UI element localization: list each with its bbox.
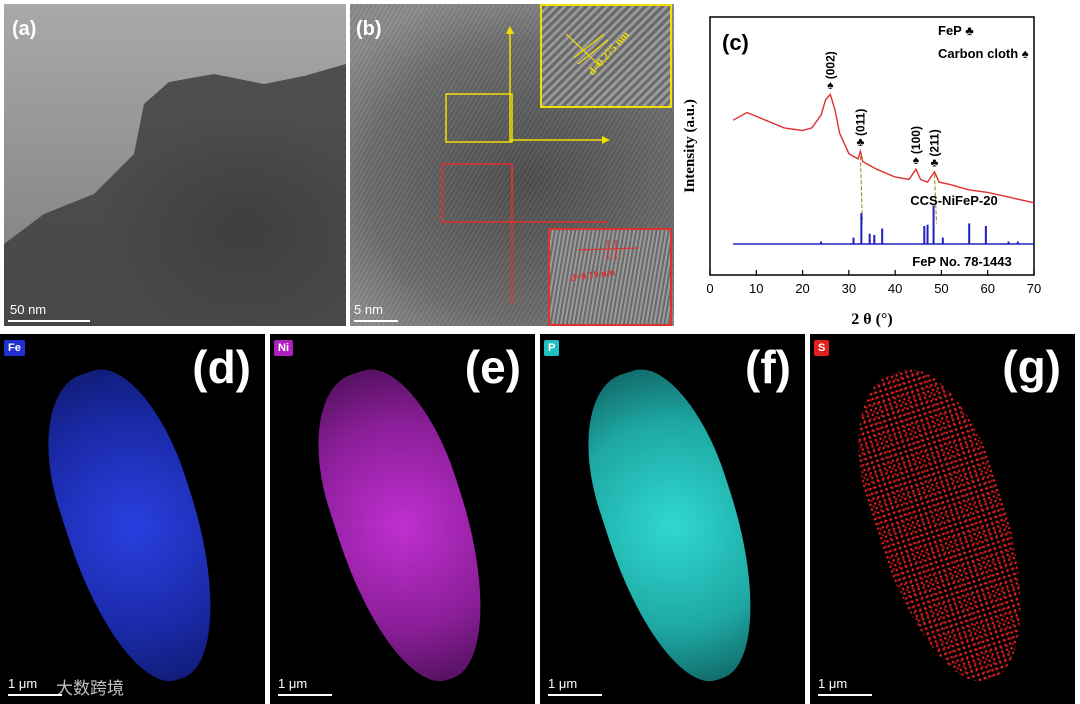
peak-marker: ♣ <box>931 156 939 170</box>
panel-a-scalebar-label: 50 nm <box>10 302 47 317</box>
x-tick-label: 30 <box>842 281 856 296</box>
panel-f-scalebar <box>548 694 602 696</box>
panel-c-label: (c) <box>722 30 749 55</box>
p-distribution-map <box>561 354 784 699</box>
panel-a-tem-image: (a) 50 nm <box>4 4 346 326</box>
plot-frame <box>709 16 1035 276</box>
peak-marker: ♣ <box>856 135 864 149</box>
panel-d-scalebar <box>8 694 62 696</box>
xrd-chart-svg: 0 10 20 30 40 50 60 70 2 θ (°) Intensity (a.u.)… <box>682 16 1041 328</box>
panel-f-scalebar-label: 1 μm <box>548 676 578 691</box>
x-tick-label: 20 <box>795 281 809 296</box>
series-label-ccs-nifep-20: CCS-NiFeP-20 <box>910 193 997 208</box>
panel-g-eds-s: S (g) 1 μm <box>810 334 1075 704</box>
peak-marker: ♠ <box>913 153 920 167</box>
panel-d-label: (d) <box>192 341 251 393</box>
peak-label: (100) <box>909 126 923 154</box>
panel-b-scalebar <box>354 320 398 322</box>
peak-label: (002) <box>823 51 837 79</box>
panel-f-label: (f) <box>745 341 791 393</box>
eds-element-tag: Ni <box>274 340 293 356</box>
panel-b-overlay <box>441 26 610 304</box>
peak-marker: ♠ <box>827 78 834 92</box>
x-tick-label: 0 <box>706 281 713 296</box>
x-tick-label: 40 <box>888 281 902 296</box>
y-axis-label: Intensity (a.u.) <box>682 99 698 193</box>
x-tick-label: 70 <box>1027 281 1041 296</box>
panel-d-eds-fe: Fe (d) 1 μm 大数跨境 <box>0 334 265 704</box>
s-distribution-map <box>831 354 1054 699</box>
panel-b-inset-bottom: d=0.19 nm <box>548 228 672 326</box>
panel-e-scalebar <box>278 694 332 696</box>
x-tick-label: 50 <box>934 281 948 296</box>
panel-a-scalebar <box>8 320 90 322</box>
watermark: 大数跨境 <box>56 679 124 699</box>
ni-distribution-map <box>291 354 514 699</box>
panel-b-inset-top: d=0.275 nm <box>540 4 672 108</box>
eds-element-tag: S <box>814 340 830 356</box>
legend-fep: FeP ♣ <box>938 23 974 38</box>
panel-e-eds-ni: Ni (e) 1 μm <box>270 334 535 704</box>
peak-guide-line <box>933 174 937 224</box>
panel-f-eds-p: P (f) 1 μm <box>540 334 805 704</box>
panel-d-scalebar-label: 1 μm <box>8 676 38 691</box>
series-line-ccs-nifep-20 <box>732 92 1035 204</box>
legend-carbon-cloth: Carbon cloth ♠ <box>938 46 1029 61</box>
panel-g-scalebar <box>818 694 872 696</box>
panel-c-xrd-chart: 0 10 20 30 40 50 60 70 2 θ (°) Intensity (a.u.)… <box>676 0 1080 330</box>
panel-g-scalebar-label: 1 μm <box>818 676 848 691</box>
peak-label: (211) <box>927 129 941 156</box>
peak-guide-line <box>859 156 863 224</box>
x-axis-label: 2 θ (°) <box>851 311 892 328</box>
series-label-fep-reference: FeP No. 78-1443 <box>912 254 1011 269</box>
panel-b-hrtem-image: d=0.275 nm d=0.19 nm (b) 5 nm <box>350 4 674 326</box>
eds-element-tag: P <box>544 340 560 356</box>
panel-b-scalebar-label: 5 nm <box>354 302 383 317</box>
panel-g-label: (g) <box>1002 341 1061 393</box>
x-tick-label: 10 <box>749 281 763 296</box>
peak-label: (011) <box>853 109 867 136</box>
panel-e-scalebar-label: 1 μm <box>278 676 308 691</box>
panel-e-label: (e) <box>464 341 521 393</box>
panel-a-label: (a) <box>12 18 37 40</box>
panel-b-label: (b) <box>356 18 382 40</box>
eds-element-tag: Fe <box>4 340 25 356</box>
tem-particle-shape <box>4 64 346 326</box>
x-tick-label: 60 <box>980 281 994 296</box>
fe-distribution-map <box>21 354 244 699</box>
